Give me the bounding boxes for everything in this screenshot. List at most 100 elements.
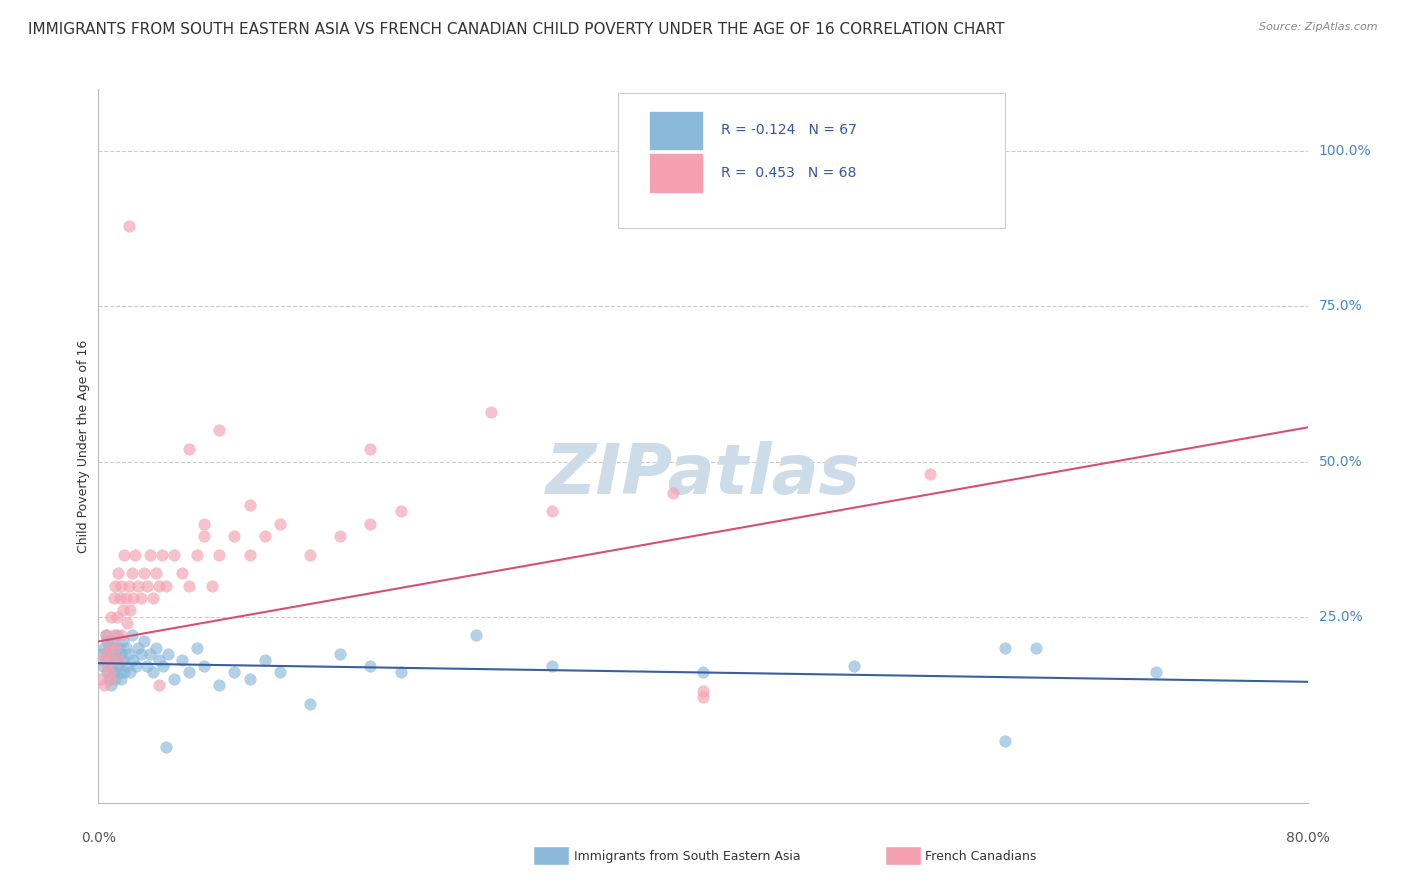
Point bbox=[111, 634, 134, 648]
Point bbox=[208, 424, 231, 438]
Point bbox=[918, 467, 941, 481]
Point bbox=[108, 665, 131, 680]
Point bbox=[100, 678, 122, 692]
Point bbox=[360, 442, 382, 456]
Point bbox=[94, 628, 117, 642]
Point bbox=[139, 548, 162, 562]
Point bbox=[103, 640, 125, 655]
Point bbox=[105, 609, 128, 624]
Bar bbox=[648, 111, 703, 150]
Point bbox=[163, 672, 186, 686]
Text: R =  0.453   N = 68: R = 0.453 N = 68 bbox=[721, 166, 856, 179]
Point bbox=[163, 548, 186, 562]
Point bbox=[124, 548, 146, 562]
Point bbox=[148, 579, 170, 593]
Point bbox=[994, 733, 1017, 747]
Point bbox=[105, 653, 128, 667]
Point bbox=[110, 672, 132, 686]
Point bbox=[692, 684, 714, 698]
Point bbox=[127, 640, 149, 655]
Point bbox=[114, 591, 136, 605]
Point bbox=[148, 678, 170, 692]
Text: Immigrants from South Eastern Asia: Immigrants from South Eastern Asia bbox=[574, 850, 800, 863]
Point bbox=[177, 579, 201, 593]
Point bbox=[156, 647, 179, 661]
Point bbox=[118, 219, 141, 233]
Point bbox=[186, 548, 208, 562]
FancyBboxPatch shape bbox=[619, 93, 1005, 228]
Point bbox=[692, 665, 714, 680]
Text: Source: ZipAtlas.com: Source: ZipAtlas.com bbox=[1260, 22, 1378, 32]
Point bbox=[692, 690, 714, 705]
Point bbox=[142, 591, 165, 605]
Point bbox=[150, 548, 173, 562]
Point bbox=[110, 579, 132, 593]
Point bbox=[115, 615, 138, 630]
Point bbox=[129, 647, 152, 661]
Point bbox=[127, 579, 149, 593]
Point bbox=[224, 529, 246, 543]
Point bbox=[994, 640, 1017, 655]
Point bbox=[155, 739, 177, 754]
Point bbox=[152, 659, 174, 673]
Point bbox=[132, 634, 155, 648]
Point bbox=[193, 659, 215, 673]
Point bbox=[100, 672, 122, 686]
Point bbox=[844, 659, 866, 673]
Point bbox=[122, 591, 145, 605]
Text: 25.0%: 25.0% bbox=[1319, 609, 1362, 624]
Point bbox=[132, 566, 155, 581]
Point bbox=[93, 640, 115, 655]
Point bbox=[101, 653, 124, 667]
Point bbox=[208, 548, 231, 562]
Point bbox=[661, 485, 683, 500]
Point bbox=[299, 548, 322, 562]
Point bbox=[114, 640, 136, 655]
Point bbox=[110, 647, 132, 661]
Point bbox=[112, 548, 135, 562]
Point bbox=[101, 659, 124, 673]
Point bbox=[108, 591, 131, 605]
Text: R = -0.124   N = 67: R = -0.124 N = 67 bbox=[721, 123, 858, 136]
Point bbox=[224, 665, 246, 680]
Point bbox=[112, 665, 135, 680]
Point bbox=[329, 529, 352, 543]
Point bbox=[100, 647, 122, 661]
Point bbox=[193, 516, 215, 531]
Point bbox=[104, 640, 127, 655]
Point bbox=[129, 591, 152, 605]
Point bbox=[101, 634, 124, 648]
Text: French Canadians: French Canadians bbox=[925, 850, 1036, 863]
Point bbox=[269, 665, 291, 680]
Point bbox=[540, 504, 562, 518]
Point bbox=[94, 647, 117, 661]
Point bbox=[135, 659, 157, 673]
Point bbox=[107, 659, 129, 673]
Point bbox=[120, 665, 142, 680]
Point bbox=[121, 628, 143, 642]
Point bbox=[93, 678, 115, 692]
Point bbox=[103, 628, 125, 642]
Text: ZIPatlas: ZIPatlas bbox=[546, 441, 860, 508]
Point bbox=[96, 659, 118, 673]
Point bbox=[142, 665, 165, 680]
Point bbox=[155, 579, 177, 593]
Text: 80.0%: 80.0% bbox=[1285, 831, 1330, 846]
Y-axis label: Child Poverty Under the Age of 16: Child Poverty Under the Age of 16 bbox=[77, 339, 90, 553]
Point bbox=[208, 678, 231, 692]
Point bbox=[253, 653, 276, 667]
Point bbox=[94, 653, 117, 667]
Point bbox=[201, 579, 224, 593]
Point bbox=[125, 659, 148, 673]
Point bbox=[177, 665, 201, 680]
Bar bbox=[648, 153, 703, 193]
Point bbox=[98, 672, 121, 686]
Point bbox=[299, 697, 322, 711]
Point bbox=[145, 566, 167, 581]
Point bbox=[96, 634, 118, 648]
Point bbox=[91, 653, 114, 667]
Point bbox=[135, 579, 157, 593]
Point bbox=[98, 640, 121, 655]
Point bbox=[329, 647, 352, 661]
Point bbox=[115, 659, 138, 673]
